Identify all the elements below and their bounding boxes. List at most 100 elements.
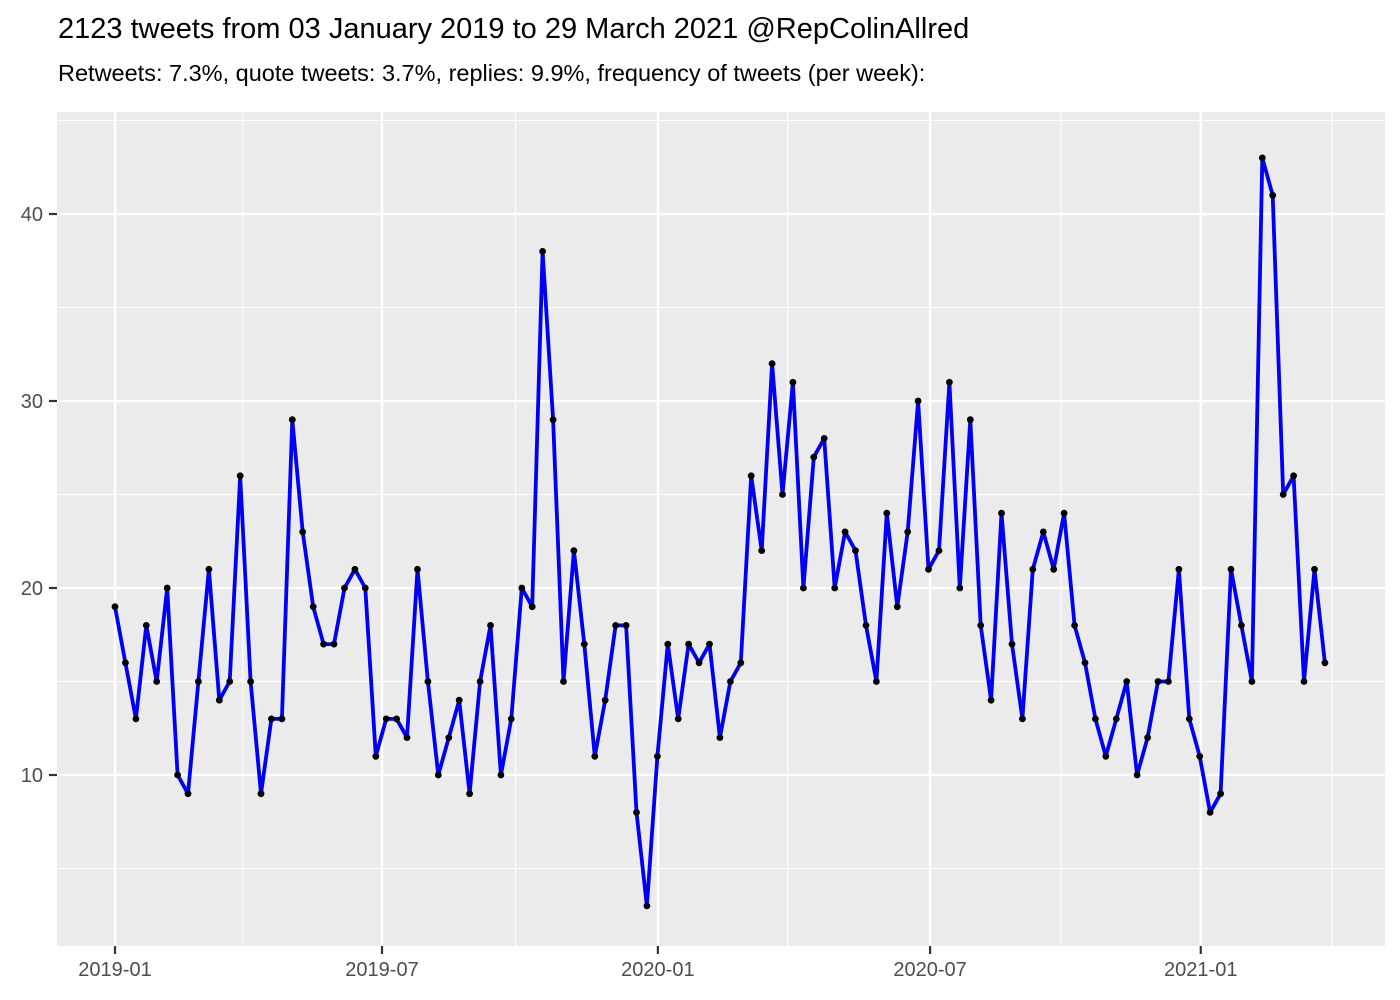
data-point (1050, 565, 1058, 573)
data-point (1311, 565, 1318, 573)
data-point (946, 378, 953, 386)
data-point (382, 715, 390, 723)
data-point (466, 790, 473, 798)
data-point (351, 565, 359, 573)
data-point (278, 715, 286, 723)
data-point (570, 547, 578, 554)
data-point (779, 491, 786, 498)
data-point (747, 472, 755, 480)
data-point (789, 378, 797, 386)
data-point (226, 678, 234, 685)
chart-title: 2123 tweets from 03 January 2019 to 29 M… (58, 13, 970, 45)
data-point (1092, 715, 1099, 723)
data-point (539, 248, 546, 255)
data-point (195, 678, 202, 685)
data-point (1300, 678, 1308, 685)
data-point (288, 416, 296, 424)
data-point (862, 622, 870, 629)
x-tick-label: 2021-01 (1164, 959, 1237, 981)
data-point (393, 715, 400, 723)
data-point (1060, 509, 1068, 517)
data-point (925, 565, 932, 573)
data-point (956, 584, 964, 592)
y-tick-label: 40 (21, 204, 43, 226)
data-point (987, 696, 995, 704)
data-point (1008, 640, 1016, 648)
data-point (935, 547, 943, 554)
data-point (831, 584, 839, 592)
data-point (654, 752, 661, 760)
y-tick-label: 10 (21, 765, 43, 787)
x-tick-label: 2020-07 (893, 959, 966, 981)
data-point (153, 678, 161, 685)
data-point (330, 640, 338, 648)
data-point (497, 771, 505, 779)
data-point (414, 565, 421, 573)
data-point (873, 678, 880, 685)
data-point (299, 528, 307, 536)
data-point (1227, 565, 1235, 573)
data-point (737, 659, 745, 667)
x-tick-label: 2019-07 (345, 959, 418, 981)
data-point (560, 678, 567, 685)
data-point (111, 603, 119, 611)
data-point (580, 640, 588, 648)
data-point (685, 640, 692, 648)
data-point (591, 752, 599, 760)
data-point (247, 678, 255, 685)
data-point (174, 771, 182, 779)
data-point (476, 678, 484, 685)
data-point (1248, 678, 1256, 685)
data-point (914, 397, 922, 405)
panel-background (57, 112, 1385, 946)
data-point (434, 771, 442, 779)
x-tick-label: 2020-01 (621, 959, 694, 981)
data-point (643, 902, 651, 910)
data-point (1154, 678, 1162, 685)
data-point (507, 715, 515, 723)
data-point (403, 734, 411, 741)
data-point (966, 416, 974, 424)
chart-subtitle: Retweets: 7.3%, quote tweets: 3.7%, repl… (58, 60, 926, 86)
data-point (810, 453, 818, 461)
data-point (184, 790, 192, 798)
data-point (309, 603, 317, 611)
data-point (633, 809, 640, 816)
data-point (1238, 622, 1245, 629)
y-tick-label: 20 (21, 578, 43, 600)
data-point (1144, 734, 1151, 741)
data-point (820, 435, 828, 442)
data-point (1279, 491, 1287, 498)
data-point (706, 640, 713, 648)
data-point (727, 678, 734, 685)
data-point (320, 640, 327, 648)
data-point (800, 584, 807, 592)
data-point (1029, 565, 1037, 573)
data-point (1112, 715, 1120, 723)
data-point (664, 640, 672, 648)
y-tick-label: 30 (21, 391, 43, 413)
data-point (236, 472, 244, 480)
data-point (268, 715, 275, 723)
data-point (163, 584, 171, 592)
data-point (904, 528, 912, 536)
data-point (1071, 622, 1078, 629)
data-point (883, 509, 891, 517)
data-point (622, 622, 630, 629)
data-point (977, 622, 985, 629)
data-point (768, 360, 776, 367)
data-point (455, 696, 463, 704)
data-point (1185, 715, 1193, 723)
data-point (841, 528, 849, 536)
data-point (445, 734, 453, 741)
data-point (1039, 528, 1047, 536)
data-point (424, 678, 432, 685)
data-point (716, 734, 724, 741)
data-point (998, 509, 1005, 517)
data-point (1165, 678, 1172, 685)
data-point (758, 547, 766, 554)
data-point (695, 659, 703, 667)
data-point (893, 603, 901, 611)
data-point (852, 547, 859, 554)
